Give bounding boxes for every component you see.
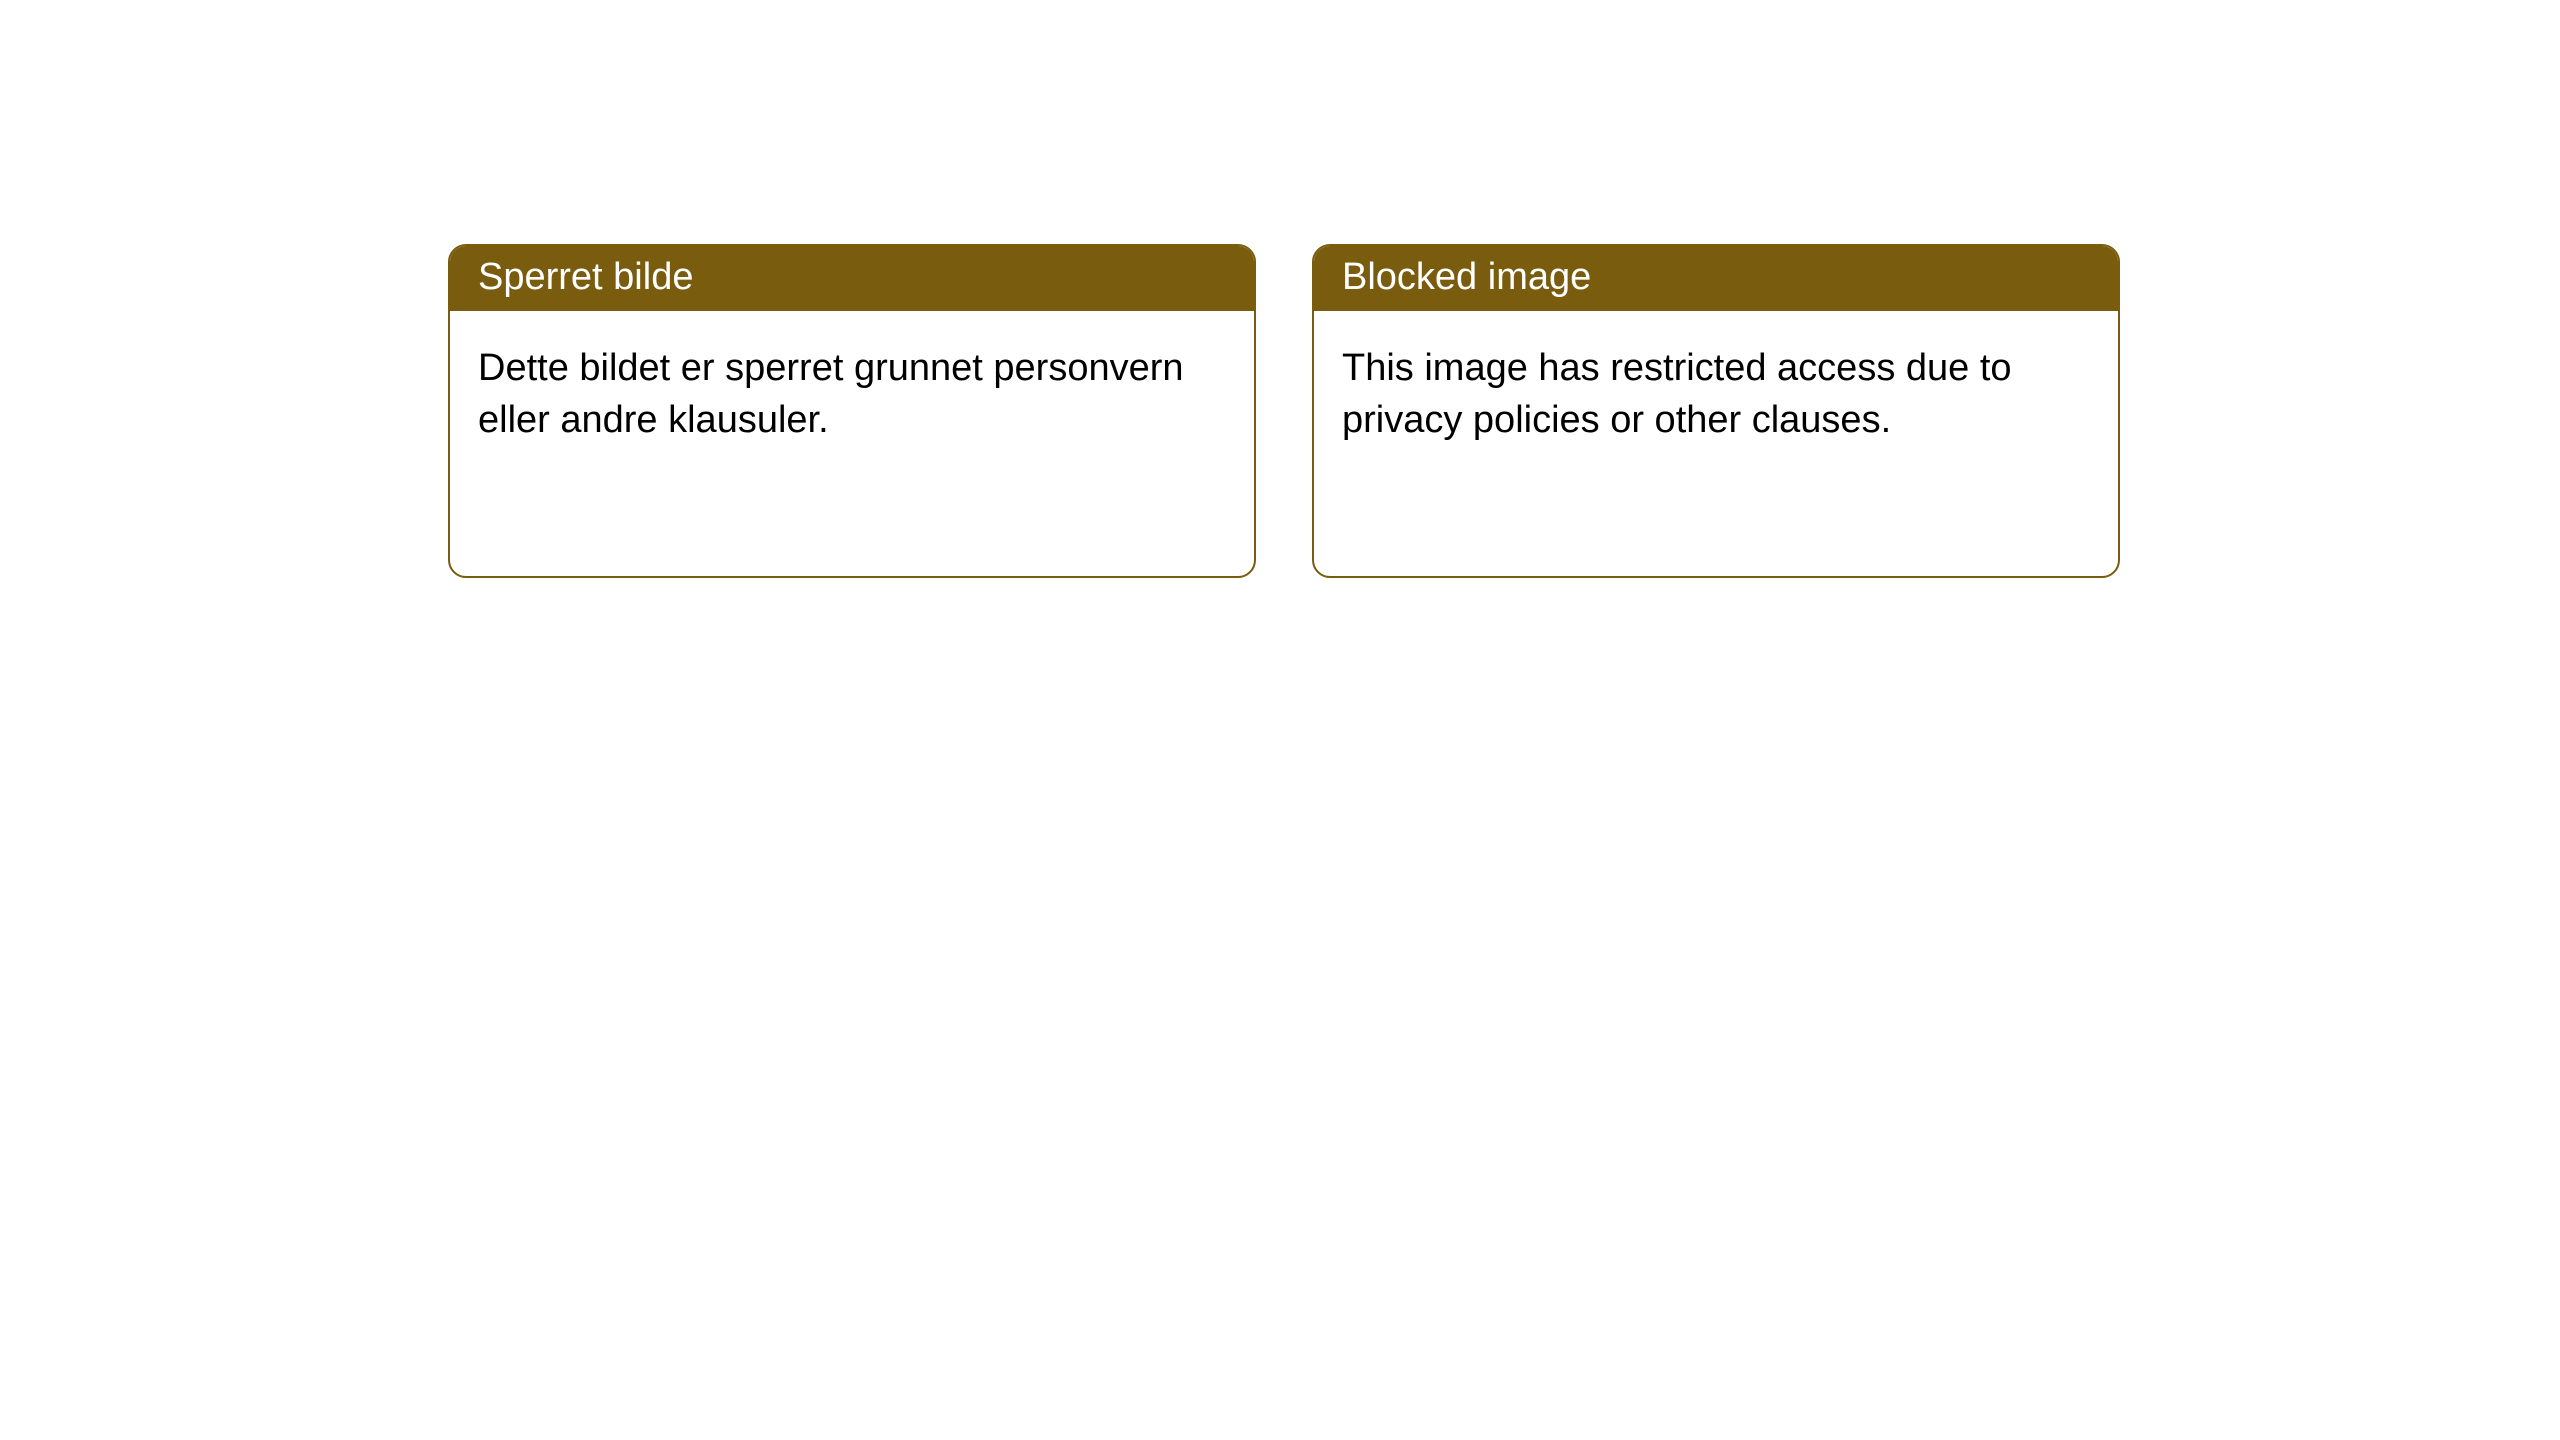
notice-body-norwegian: Dette bildet er sperret grunnet personve… <box>450 311 1254 474</box>
notice-container: Sperret bilde Dette bildet er sperret gr… <box>0 0 2560 578</box>
notice-body-english: This image has restricted access due to … <box>1314 311 2118 474</box>
notice-card-english: Blocked image This image has restricted … <box>1312 244 2120 578</box>
notice-title-english: Blocked image <box>1314 246 2118 311</box>
notice-title-norwegian: Sperret bilde <box>450 246 1254 311</box>
notice-card-norwegian: Sperret bilde Dette bildet er sperret gr… <box>448 244 1256 578</box>
